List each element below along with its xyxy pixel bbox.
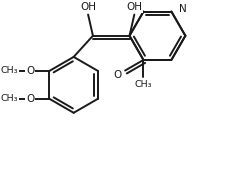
Text: CH₃: CH₃ <box>0 66 18 75</box>
Text: CH₃: CH₃ <box>135 80 152 89</box>
Text: CH₃: CH₃ <box>0 94 18 103</box>
Text: N: N <box>179 4 187 14</box>
Text: O: O <box>113 70 121 80</box>
Text: O: O <box>26 94 34 104</box>
Text: OH: OH <box>80 2 96 12</box>
Text: O: O <box>26 66 34 76</box>
Text: OH: OH <box>126 2 142 12</box>
